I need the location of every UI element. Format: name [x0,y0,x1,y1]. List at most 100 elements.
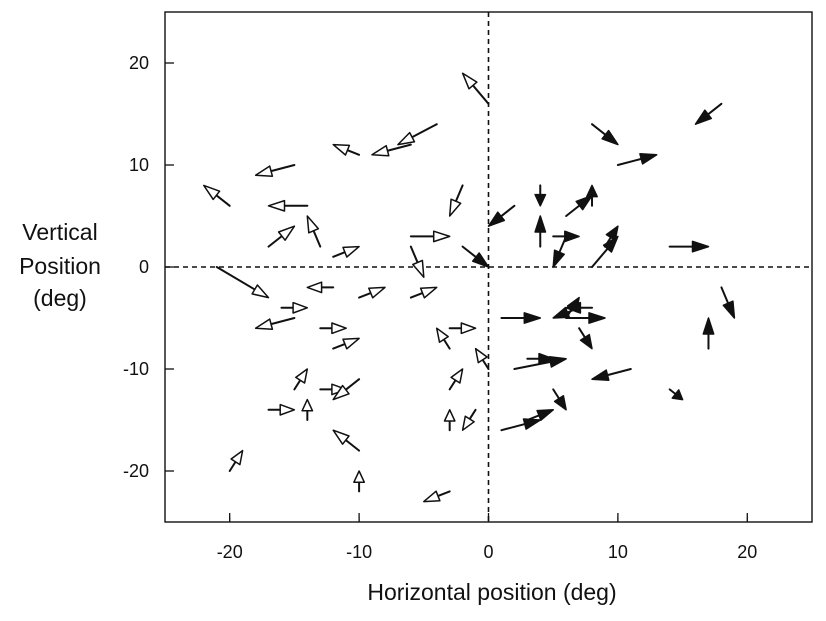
vector-arrow-filled [702,317,715,350]
arrow-head [552,306,571,319]
vector-arrow-open [215,266,270,299]
vector-arrow-open [293,368,309,391]
vector-arrow-filled [565,194,593,217]
vector-arrow-open [397,123,438,146]
arrow-head [267,199,286,212]
arrow-shaft [268,317,296,326]
arrow-head [435,327,449,343]
vector-arrow-open [332,143,361,156]
arrow-head [461,415,475,431]
y-tick-label: 20 [129,53,149,73]
vector-arrow-open [448,368,464,391]
arrow-head [523,312,542,324]
vector-arrow-filled [578,327,593,350]
arrow-head [331,322,347,335]
arrow-head [487,211,506,227]
vector-arrow-filled [565,312,606,324]
arrow-head [579,333,593,350]
vector-arrow-filled [694,102,723,125]
vector-arrow-open [443,409,456,432]
arrow-head [575,194,593,211]
vector-arrow-open [332,337,360,350]
x-tick-label: 0 [483,542,493,562]
y-axis-title: Vertical Position (deg) [19,219,101,311]
vector-arrow-filled [668,388,684,401]
x-tick-label: 10 [608,542,628,562]
arrow-head [306,281,323,294]
vector-arrow-filled [552,388,567,411]
y-axis-title-line: (deg) [33,285,87,311]
arrow-head [538,352,554,365]
vector-arrow-open [332,429,361,452]
arrow-head [295,368,309,384]
arrow-head [534,193,547,207]
vector-arrow-filled [591,235,619,268]
arrow-head [443,409,456,422]
arrow-head [448,198,462,217]
arrow-head [536,409,554,421]
y-axis-title-line: Vertical [22,219,97,245]
arrow-head [605,225,619,241]
arrow-shaft [267,233,285,248]
arrow-head [332,429,350,445]
arrow-head [552,249,565,268]
y-tick-label: -20 [123,461,149,481]
vector-arrow-open [448,184,464,217]
arrow-shaft [591,246,610,268]
vector-arrow-filled [526,409,554,421]
arrow-shaft [557,235,568,256]
vector-arrow-open [353,470,366,493]
vector-arrow-open [423,490,451,503]
vector-arrow-open [448,322,477,335]
vector-arrow-open [409,245,425,278]
arrow-shaft [215,266,258,292]
arrow-shaft [343,437,361,452]
x-tick-label: -10 [346,542,372,562]
arrow-head [203,184,221,201]
arrow-shaft [311,227,322,248]
vector-arrow-open [435,327,451,350]
arrow-head [277,225,296,241]
arrow-head [639,153,658,165]
arrow-head [691,240,710,253]
arrow-shaft [705,102,723,117]
vector-arrow-filled [565,301,594,314]
vector-arrow-open [254,317,296,330]
arrow-head [432,230,451,243]
vector-arrow-open [306,215,322,248]
vector-arrow-filled [720,286,736,319]
arrow-head [251,284,270,299]
arrow-shaft [720,286,730,307]
arrow-head [694,109,713,125]
arrow-shaft [565,203,583,217]
arrow-head [371,144,390,157]
vector-arrow-open [203,184,231,207]
vector-arrow-open [461,408,477,431]
vector-arrow-filled [552,235,568,268]
arrow-head [474,347,488,364]
arrow-head [601,129,619,146]
vector-arrow-open [371,143,412,157]
vector-arrow-open [409,230,451,243]
arrow-shaft [498,204,516,219]
vector-arrow-open [409,286,438,299]
arrow-head [412,259,425,278]
arrow-head [353,470,366,483]
arrow-head [534,215,547,233]
arrow-shaft [384,143,412,153]
vector-arrow-filled [552,230,580,243]
arrow-head [342,337,360,350]
arrow-head [553,395,567,411]
vector-arrow-open [332,378,361,401]
vector-arrow-open [358,286,386,299]
vector-arrow-filled [534,184,547,207]
x-axis-title: Horizontal position (deg) [367,579,616,605]
vector-arrow-open [306,281,335,294]
y-tick-label: 0 [139,257,149,277]
arrow-shaft [454,184,464,205]
arrow-head [591,369,610,381]
vector-arrow-filled [461,245,490,268]
arrow-head [423,490,441,503]
vector-arrow-open [301,398,314,421]
